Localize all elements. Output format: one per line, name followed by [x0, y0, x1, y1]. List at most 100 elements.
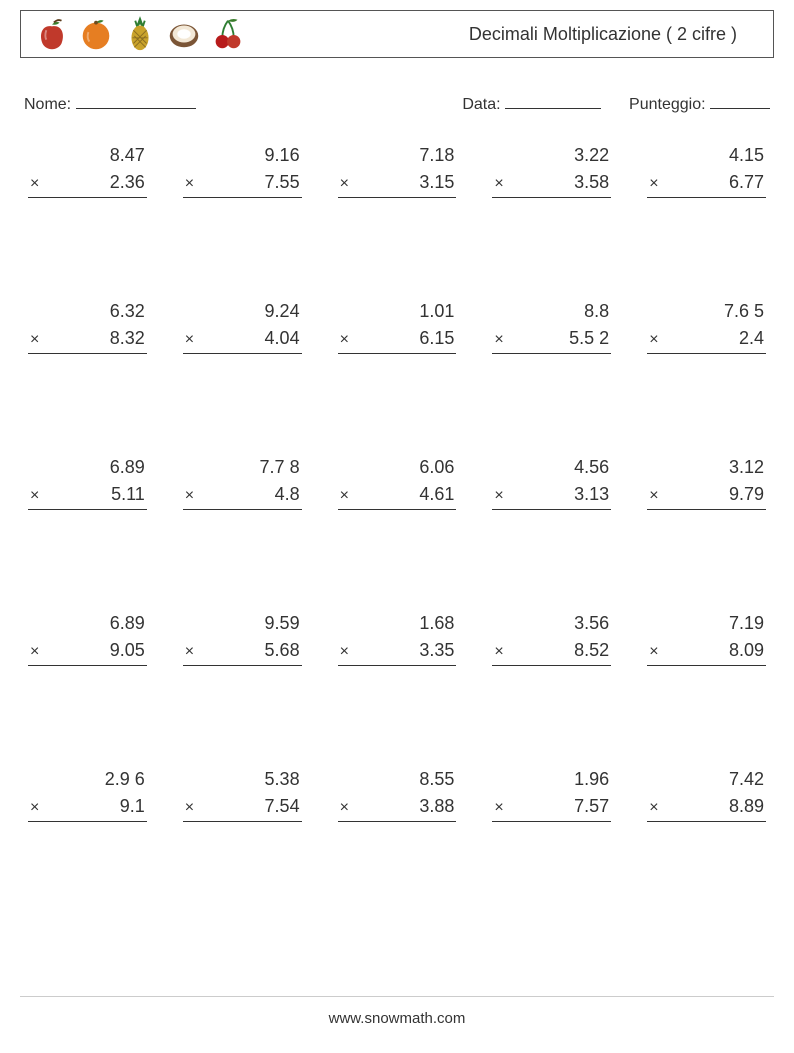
- multiplier: 5.68: [265, 637, 300, 664]
- multiplicand: 7.18: [419, 142, 456, 169]
- problem: 9.59 × 5.68: [183, 610, 302, 766]
- multiply-sign: ×: [494, 484, 503, 508]
- multiplier-row: × 6.77: [647, 169, 766, 198]
- multiplier: 4.04: [265, 325, 300, 352]
- multiplicand: 3.12: [729, 454, 766, 481]
- multiply-sign: ×: [649, 640, 658, 664]
- multiplier: 6.77: [729, 169, 764, 196]
- multiply-sign: ×: [30, 172, 39, 196]
- problem: 9.24×4.04: [183, 298, 302, 454]
- multiplier: 3.13: [574, 481, 609, 508]
- multiplier-row: × 9.1: [28, 793, 147, 822]
- multiply-sign: ×: [30, 640, 39, 664]
- name-field: Nome:: [24, 92, 196, 114]
- multiply-sign: ×: [185, 796, 194, 820]
- orange-icon: [77, 15, 115, 53]
- multiplier-row: × 9.05: [28, 637, 147, 666]
- multiplier-row: ×4.61: [338, 481, 457, 510]
- multiply-sign: ×: [494, 328, 503, 352]
- multiply-sign: ×: [494, 172, 503, 196]
- multiplier: 9.1: [120, 793, 145, 820]
- problem: 7.19 × 8.09: [647, 610, 766, 766]
- problem: 3.22×3.58: [492, 142, 611, 298]
- multiply-sign: ×: [649, 796, 658, 820]
- name-blank[interactable]: [76, 92, 196, 109]
- multiplier: 6.15: [419, 325, 454, 352]
- multiplicand: 7.6 5: [724, 298, 766, 325]
- multiplicand: 4.56: [574, 454, 611, 481]
- multiplier: 9.05: [110, 637, 145, 664]
- multiplier-row: ×8.89: [647, 793, 766, 822]
- multiplier: 3.35: [419, 637, 454, 664]
- multiplicand: 7.19: [729, 610, 766, 637]
- multiplier: 8.52: [574, 637, 609, 664]
- multiply-sign: ×: [30, 796, 39, 820]
- problem: 5.38 × 7.54: [183, 766, 302, 922]
- multiplicand: 6.89: [110, 454, 147, 481]
- multiplier-row: ×5.5 2: [492, 325, 611, 354]
- multiply-sign: ×: [649, 172, 658, 196]
- problem: 3.56 × 8.52: [492, 610, 611, 766]
- problem: 1.68×3.35: [338, 610, 457, 766]
- problem: 4.56 × 3.13: [492, 454, 611, 610]
- apple-icon: [33, 15, 71, 53]
- footer-divider: [20, 996, 774, 997]
- problem: 4.15 × 6.77: [647, 142, 766, 298]
- multiplier-row: × 4.04: [183, 325, 302, 354]
- multiplier-row: × 3.58: [492, 169, 611, 198]
- problem: 8.47×2.36: [28, 142, 147, 298]
- multiply-sign: ×: [649, 484, 658, 508]
- problem: 6.32×8.32: [28, 298, 147, 454]
- multiplier-row: ×5.11: [28, 481, 147, 510]
- multiplier-row: × 5.68: [183, 637, 302, 666]
- multiplier-row: × 8.52: [492, 637, 611, 666]
- multiplier: 3.58: [574, 169, 609, 196]
- multiplicand: 6.89: [110, 610, 147, 637]
- multiply-sign: ×: [185, 328, 194, 352]
- problem: 1.96×7.57: [492, 766, 611, 922]
- problems-grid: 8.47×2.369.16×7.557.18×3.153.22×3.584.15…: [28, 142, 766, 922]
- multiplier-row: ×3.35: [338, 637, 457, 666]
- fruit-icon-row: [33, 15, 247, 53]
- multiplier: 8.09: [729, 637, 764, 664]
- footer-text: www.snowmath.com: [0, 1010, 794, 1027]
- date-blank[interactable]: [505, 92, 601, 109]
- multiplier: 7.54: [265, 793, 300, 820]
- problem: 1.01×6.15: [338, 298, 457, 454]
- multiply-sign: ×: [30, 328, 39, 352]
- multiply-sign: ×: [340, 328, 349, 352]
- worksheet-page: Decimali Moltiplicazione ( 2 cifre ) Nom…: [0, 0, 794, 1053]
- multiplicand: 8.8: [584, 298, 611, 325]
- problem: 7.42×8.89: [647, 766, 766, 922]
- date-label: Data:: [462, 96, 500, 113]
- multiplier: 7.55: [265, 169, 300, 196]
- multiplier-row: × 4.8: [183, 481, 302, 510]
- score-blank[interactable]: [710, 92, 770, 109]
- multiplicand: 3.56: [574, 610, 611, 637]
- multiplier: 8.32: [110, 325, 145, 352]
- multiplicand: 7.7 8: [260, 454, 302, 481]
- multiplier-row: × 3.13: [492, 481, 611, 510]
- multiply-sign: ×: [185, 640, 194, 664]
- multiplicand: 6.06: [419, 454, 456, 481]
- multiplier-row: ×3.15: [338, 169, 457, 198]
- multiply-sign: ×: [185, 172, 194, 196]
- problem: 8.55×3.88: [338, 766, 457, 922]
- multiplicand: 4.15: [729, 142, 766, 169]
- problem: 7.7 8 × 4.8: [183, 454, 302, 610]
- multiply-sign: ×: [494, 640, 503, 664]
- multiplier-row: ×3.88: [338, 793, 457, 822]
- multiply-sign: ×: [185, 484, 194, 508]
- score-label: Punteggio:: [629, 96, 706, 113]
- multiplicand: 9.59: [265, 610, 302, 637]
- multiply-sign: ×: [340, 172, 349, 196]
- multiplier: 2.4: [739, 325, 764, 352]
- pineapple-icon: [121, 15, 159, 53]
- multiply-sign: ×: [340, 484, 349, 508]
- multiplicand: 7.42: [729, 766, 766, 793]
- multiplicand: 5.38: [265, 766, 302, 793]
- multiplier: 5.11: [111, 481, 145, 508]
- header-bar: Decimali Moltiplicazione ( 2 cifre ): [20, 10, 774, 58]
- multiplier: 4.8: [275, 481, 300, 508]
- worksheet-title: Decimali Moltiplicazione ( 2 cifre ): [469, 24, 761, 45]
